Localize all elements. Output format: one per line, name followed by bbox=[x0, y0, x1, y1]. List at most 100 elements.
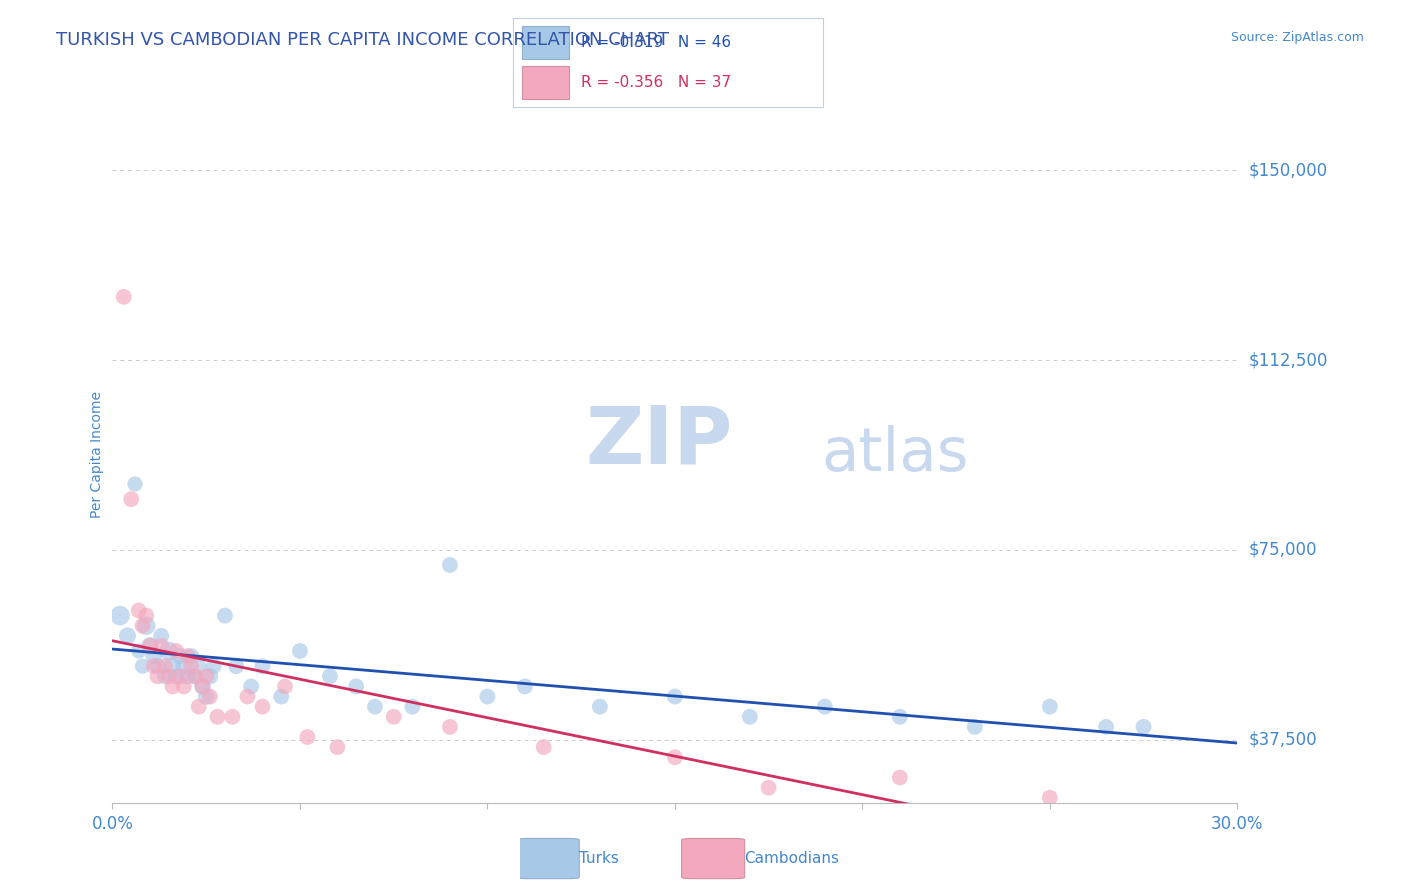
Point bbox=[214, 608, 236, 623]
Point bbox=[297, 730, 319, 744]
Text: ZIP: ZIP bbox=[585, 402, 733, 480]
Point bbox=[344, 680, 367, 694]
Point bbox=[165, 669, 187, 683]
Point bbox=[112, 290, 135, 304]
Point bbox=[139, 639, 162, 653]
Point bbox=[135, 608, 157, 623]
Point bbox=[225, 659, 247, 673]
Point bbox=[814, 699, 837, 714]
Text: $75,000: $75,000 bbox=[1249, 541, 1317, 558]
Point bbox=[173, 659, 195, 673]
Text: Source: ZipAtlas.com: Source: ZipAtlas.com bbox=[1230, 31, 1364, 45]
Point bbox=[889, 771, 911, 785]
Point bbox=[477, 690, 499, 704]
Point bbox=[589, 699, 612, 714]
Point bbox=[131, 659, 153, 673]
FancyBboxPatch shape bbox=[516, 838, 579, 879]
Point bbox=[124, 477, 146, 491]
Point bbox=[240, 680, 263, 694]
Point bbox=[1039, 699, 1062, 714]
Point bbox=[439, 720, 461, 734]
Text: $112,500: $112,500 bbox=[1249, 351, 1327, 369]
Point bbox=[202, 659, 225, 673]
Point bbox=[1132, 811, 1154, 825]
Point bbox=[1095, 720, 1118, 734]
Point bbox=[274, 680, 297, 694]
Point bbox=[187, 699, 209, 714]
Point bbox=[135, 618, 157, 632]
Point bbox=[513, 680, 536, 694]
Point bbox=[157, 644, 180, 658]
Point bbox=[221, 710, 243, 724]
Point bbox=[889, 710, 911, 724]
FancyBboxPatch shape bbox=[682, 838, 745, 879]
Point bbox=[153, 659, 176, 673]
Point bbox=[252, 659, 274, 673]
Point bbox=[364, 699, 387, 714]
Point bbox=[180, 659, 202, 673]
Point bbox=[184, 669, 207, 683]
Point bbox=[176, 669, 198, 683]
Point bbox=[288, 644, 311, 658]
Text: Cambodians: Cambodians bbox=[745, 851, 839, 866]
Point bbox=[195, 690, 218, 704]
Point bbox=[198, 690, 221, 704]
Point bbox=[142, 648, 165, 663]
Text: Turks: Turks bbox=[579, 851, 619, 866]
Point bbox=[120, 492, 142, 507]
Point bbox=[1132, 720, 1154, 734]
Point bbox=[533, 740, 555, 755]
Point bbox=[738, 710, 761, 724]
Point bbox=[162, 659, 184, 673]
Point bbox=[187, 659, 209, 673]
Point bbox=[176, 648, 198, 663]
Point bbox=[180, 648, 202, 663]
Point bbox=[169, 669, 191, 683]
Point bbox=[664, 750, 686, 764]
Point bbox=[198, 669, 221, 683]
Point bbox=[150, 639, 173, 653]
Point bbox=[128, 603, 150, 617]
Point bbox=[128, 644, 150, 658]
Point bbox=[117, 629, 139, 643]
Point bbox=[169, 648, 191, 663]
Text: R = -0.319   N = 46: R = -0.319 N = 46 bbox=[581, 35, 731, 50]
Point bbox=[758, 780, 780, 795]
Point bbox=[150, 629, 173, 643]
Point bbox=[236, 690, 259, 704]
Point bbox=[162, 680, 184, 694]
Point bbox=[157, 669, 180, 683]
FancyBboxPatch shape bbox=[523, 66, 569, 99]
Point bbox=[401, 699, 423, 714]
Point bbox=[664, 690, 686, 704]
Point bbox=[153, 669, 176, 683]
Text: R = -0.356   N = 37: R = -0.356 N = 37 bbox=[581, 75, 731, 90]
Point bbox=[146, 669, 169, 683]
Point bbox=[326, 740, 349, 755]
Text: TURKISH VS CAMBODIAN PER CAPITA INCOME CORRELATION CHART: TURKISH VS CAMBODIAN PER CAPITA INCOME C… bbox=[56, 31, 669, 49]
Point bbox=[191, 680, 214, 694]
Point bbox=[270, 690, 292, 704]
Text: atlas: atlas bbox=[821, 425, 969, 484]
Point bbox=[191, 680, 214, 694]
Point bbox=[131, 618, 153, 632]
Point bbox=[146, 659, 169, 673]
Point bbox=[252, 699, 274, 714]
FancyBboxPatch shape bbox=[523, 26, 569, 59]
Point bbox=[142, 659, 165, 673]
Point bbox=[195, 669, 218, 683]
Point bbox=[382, 710, 405, 724]
Point bbox=[1039, 790, 1062, 805]
Point bbox=[173, 680, 195, 694]
Point bbox=[108, 608, 131, 623]
Y-axis label: Per Capita Income: Per Capita Income bbox=[90, 392, 104, 518]
Point bbox=[139, 639, 162, 653]
Point bbox=[963, 720, 986, 734]
Point bbox=[165, 644, 187, 658]
Point bbox=[319, 669, 342, 683]
Point bbox=[439, 558, 461, 572]
Point bbox=[184, 669, 207, 683]
Text: $150,000: $150,000 bbox=[1249, 161, 1327, 179]
Text: $37,500: $37,500 bbox=[1249, 731, 1317, 748]
Point bbox=[207, 710, 229, 724]
